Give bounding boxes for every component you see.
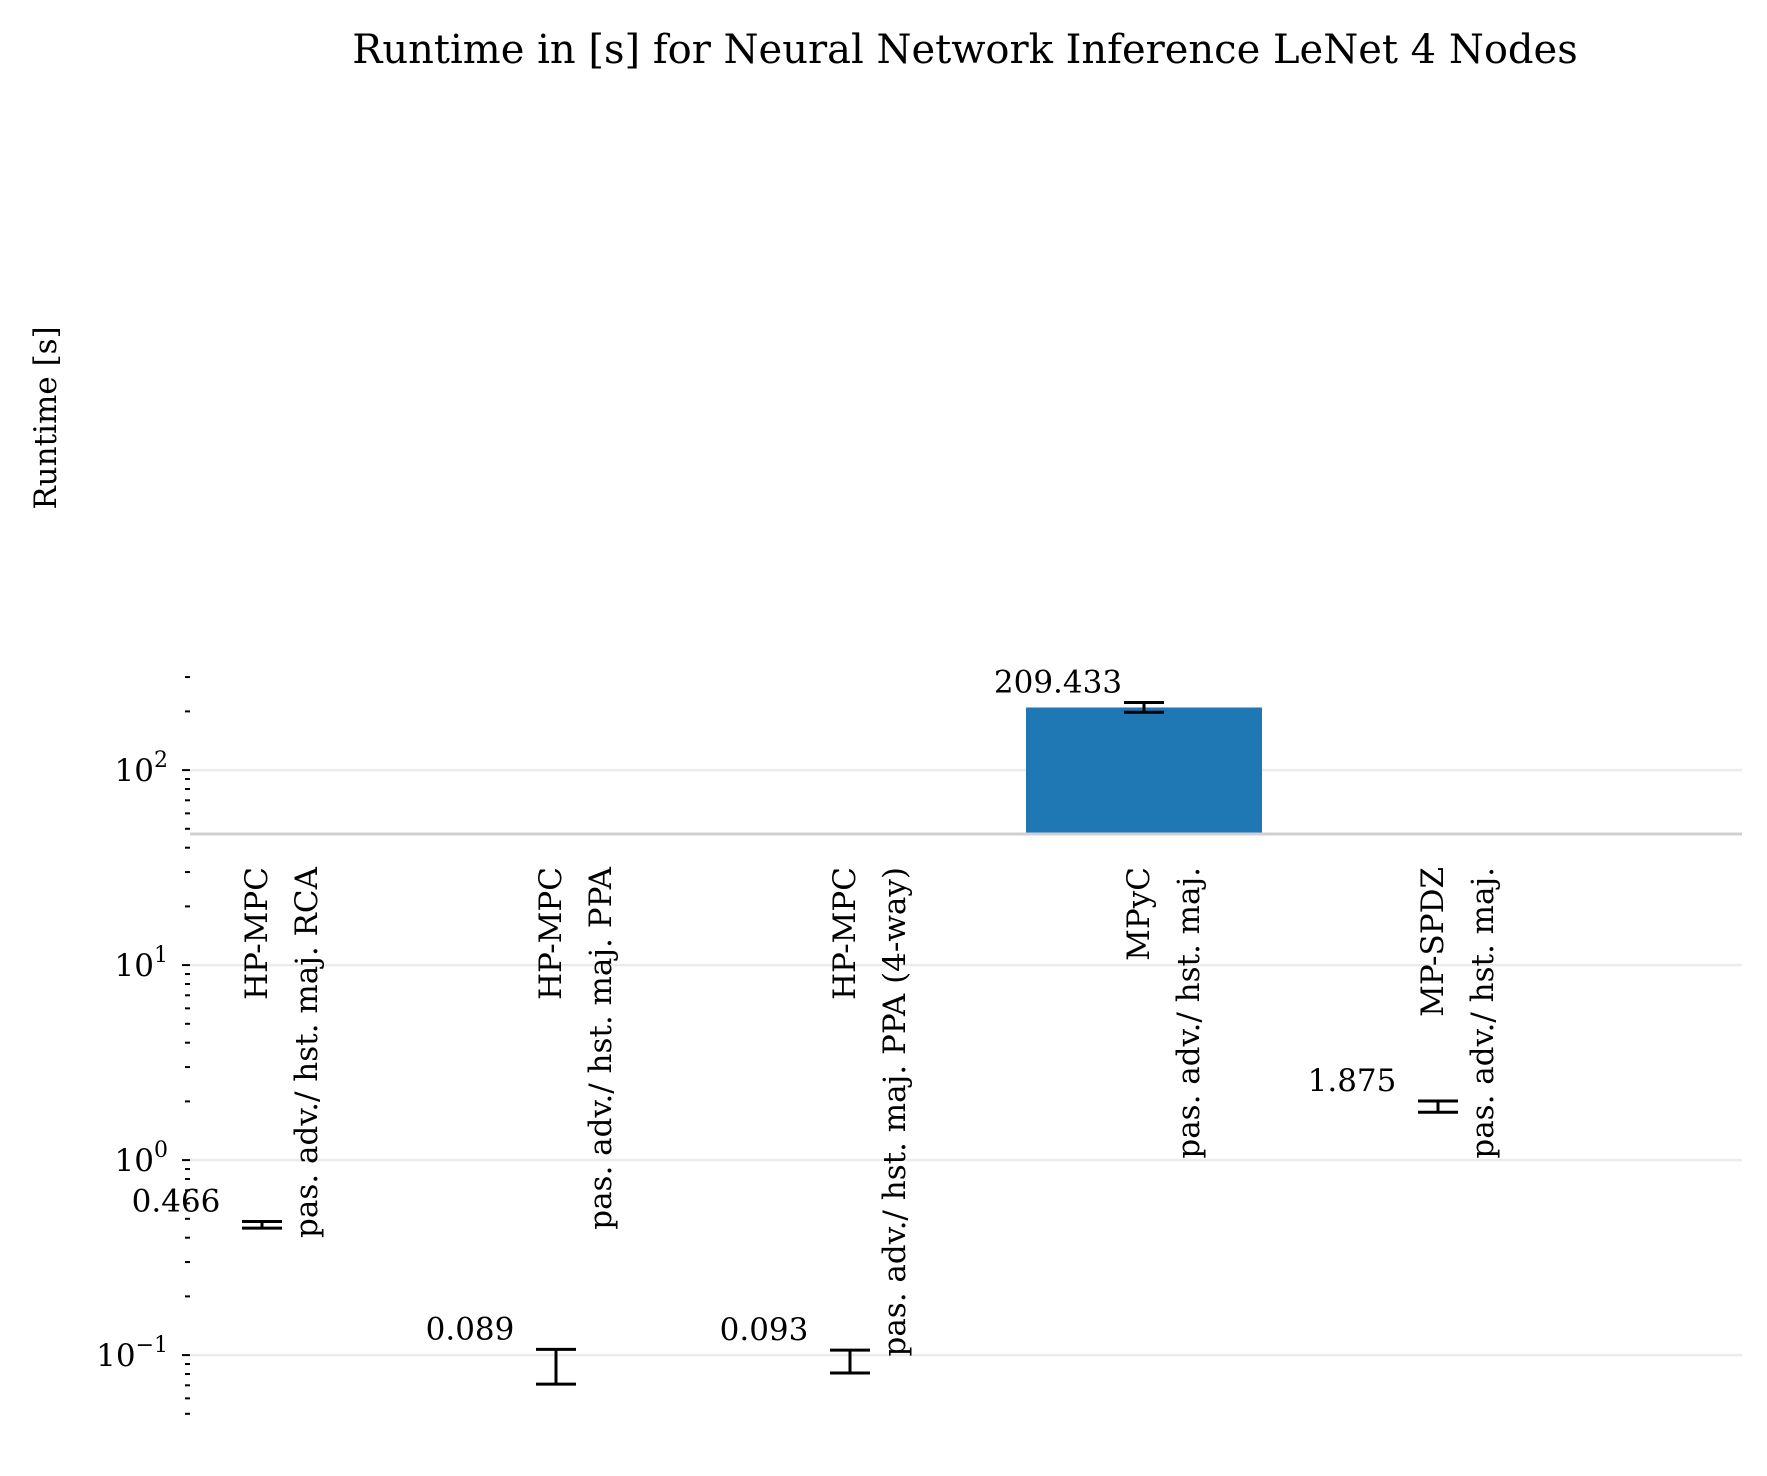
category-label-line-1: MP-SPDZ xyxy=(1415,867,1451,1017)
category-label: MPyC pas. adv./ hst. maj. xyxy=(1121,867,1207,1159)
category-label-line-2: pas. adv./ hst. maj. xyxy=(1465,867,1501,1159)
y-tick-exponent: −1 xyxy=(136,1333,168,1358)
bar-value-label: 1.875 xyxy=(1308,1063,1397,1099)
grid-lines xyxy=(190,768,1742,1357)
chart-title: Runtime in [s] for Neural Network Infere… xyxy=(352,27,1577,73)
y-tick-label: 101 xyxy=(115,943,168,984)
category-label-line-2: pas. adv./ hst. maj. RCA xyxy=(289,866,325,1238)
bar-value-label: 0.466 xyxy=(132,1184,221,1220)
category-label: HP-MPC pas. adv./ hst. maj. PPA (4-way) xyxy=(827,867,913,1357)
y-tick-base: 10 xyxy=(96,1338,135,1374)
category-label: HP-MPC pas. adv./ hst. maj. PPA xyxy=(533,866,619,1229)
data-labels: 0.466 0.089 0.093 209.433 1.875 xyxy=(132,665,1397,1349)
category-label-line-1: HP-MPC xyxy=(239,867,275,1000)
y-tick-base: 10 xyxy=(115,948,154,984)
x-axis-category-labels: HP-MPC pas. adv./ hst. maj. RCA HP-MPC pas.… xyxy=(239,866,1501,1356)
bar xyxy=(1026,707,1262,834)
y-tick-label: 102 xyxy=(115,748,168,789)
y-tick-exponent: 0 xyxy=(154,1138,168,1163)
category-label-line-1: HP-MPC xyxy=(827,867,863,1000)
y-tick-exponent: 1 xyxy=(154,943,168,968)
bar-value-label: 0.093 xyxy=(720,1312,809,1348)
y-tick-base: 10 xyxy=(115,1143,154,1179)
error-bars xyxy=(242,701,1458,1386)
category-label: MP-SPDZ pas. adv./ hst. maj. xyxy=(1415,867,1501,1159)
category-label-line-1: MPyC xyxy=(1121,867,1157,961)
y-tick-exponent: 2 xyxy=(154,748,168,773)
category-label-line-2: pas. adv./ hst. maj. PPA (4-way) xyxy=(877,867,913,1357)
y-tick-label: 10−1 xyxy=(96,1333,168,1374)
bars xyxy=(1026,707,1262,834)
category-label: HP-MPC pas. adv./ hst. maj. RCA xyxy=(239,866,325,1238)
y-tick-base: 10 xyxy=(115,753,154,789)
category-label-line-1: HP-MPC xyxy=(533,867,569,1000)
bar-value-label: 209.433 xyxy=(994,665,1122,701)
y-tick-label: 100 xyxy=(115,1138,168,1179)
category-label-line-2: pas. adv./ hst. maj. PPA xyxy=(583,866,619,1229)
bar-value-label: 0.089 xyxy=(426,1311,515,1347)
y-axis-label: Runtime [s] xyxy=(28,326,64,509)
category-label-line-2: pas. adv./ hst. maj. xyxy=(1171,867,1207,1159)
